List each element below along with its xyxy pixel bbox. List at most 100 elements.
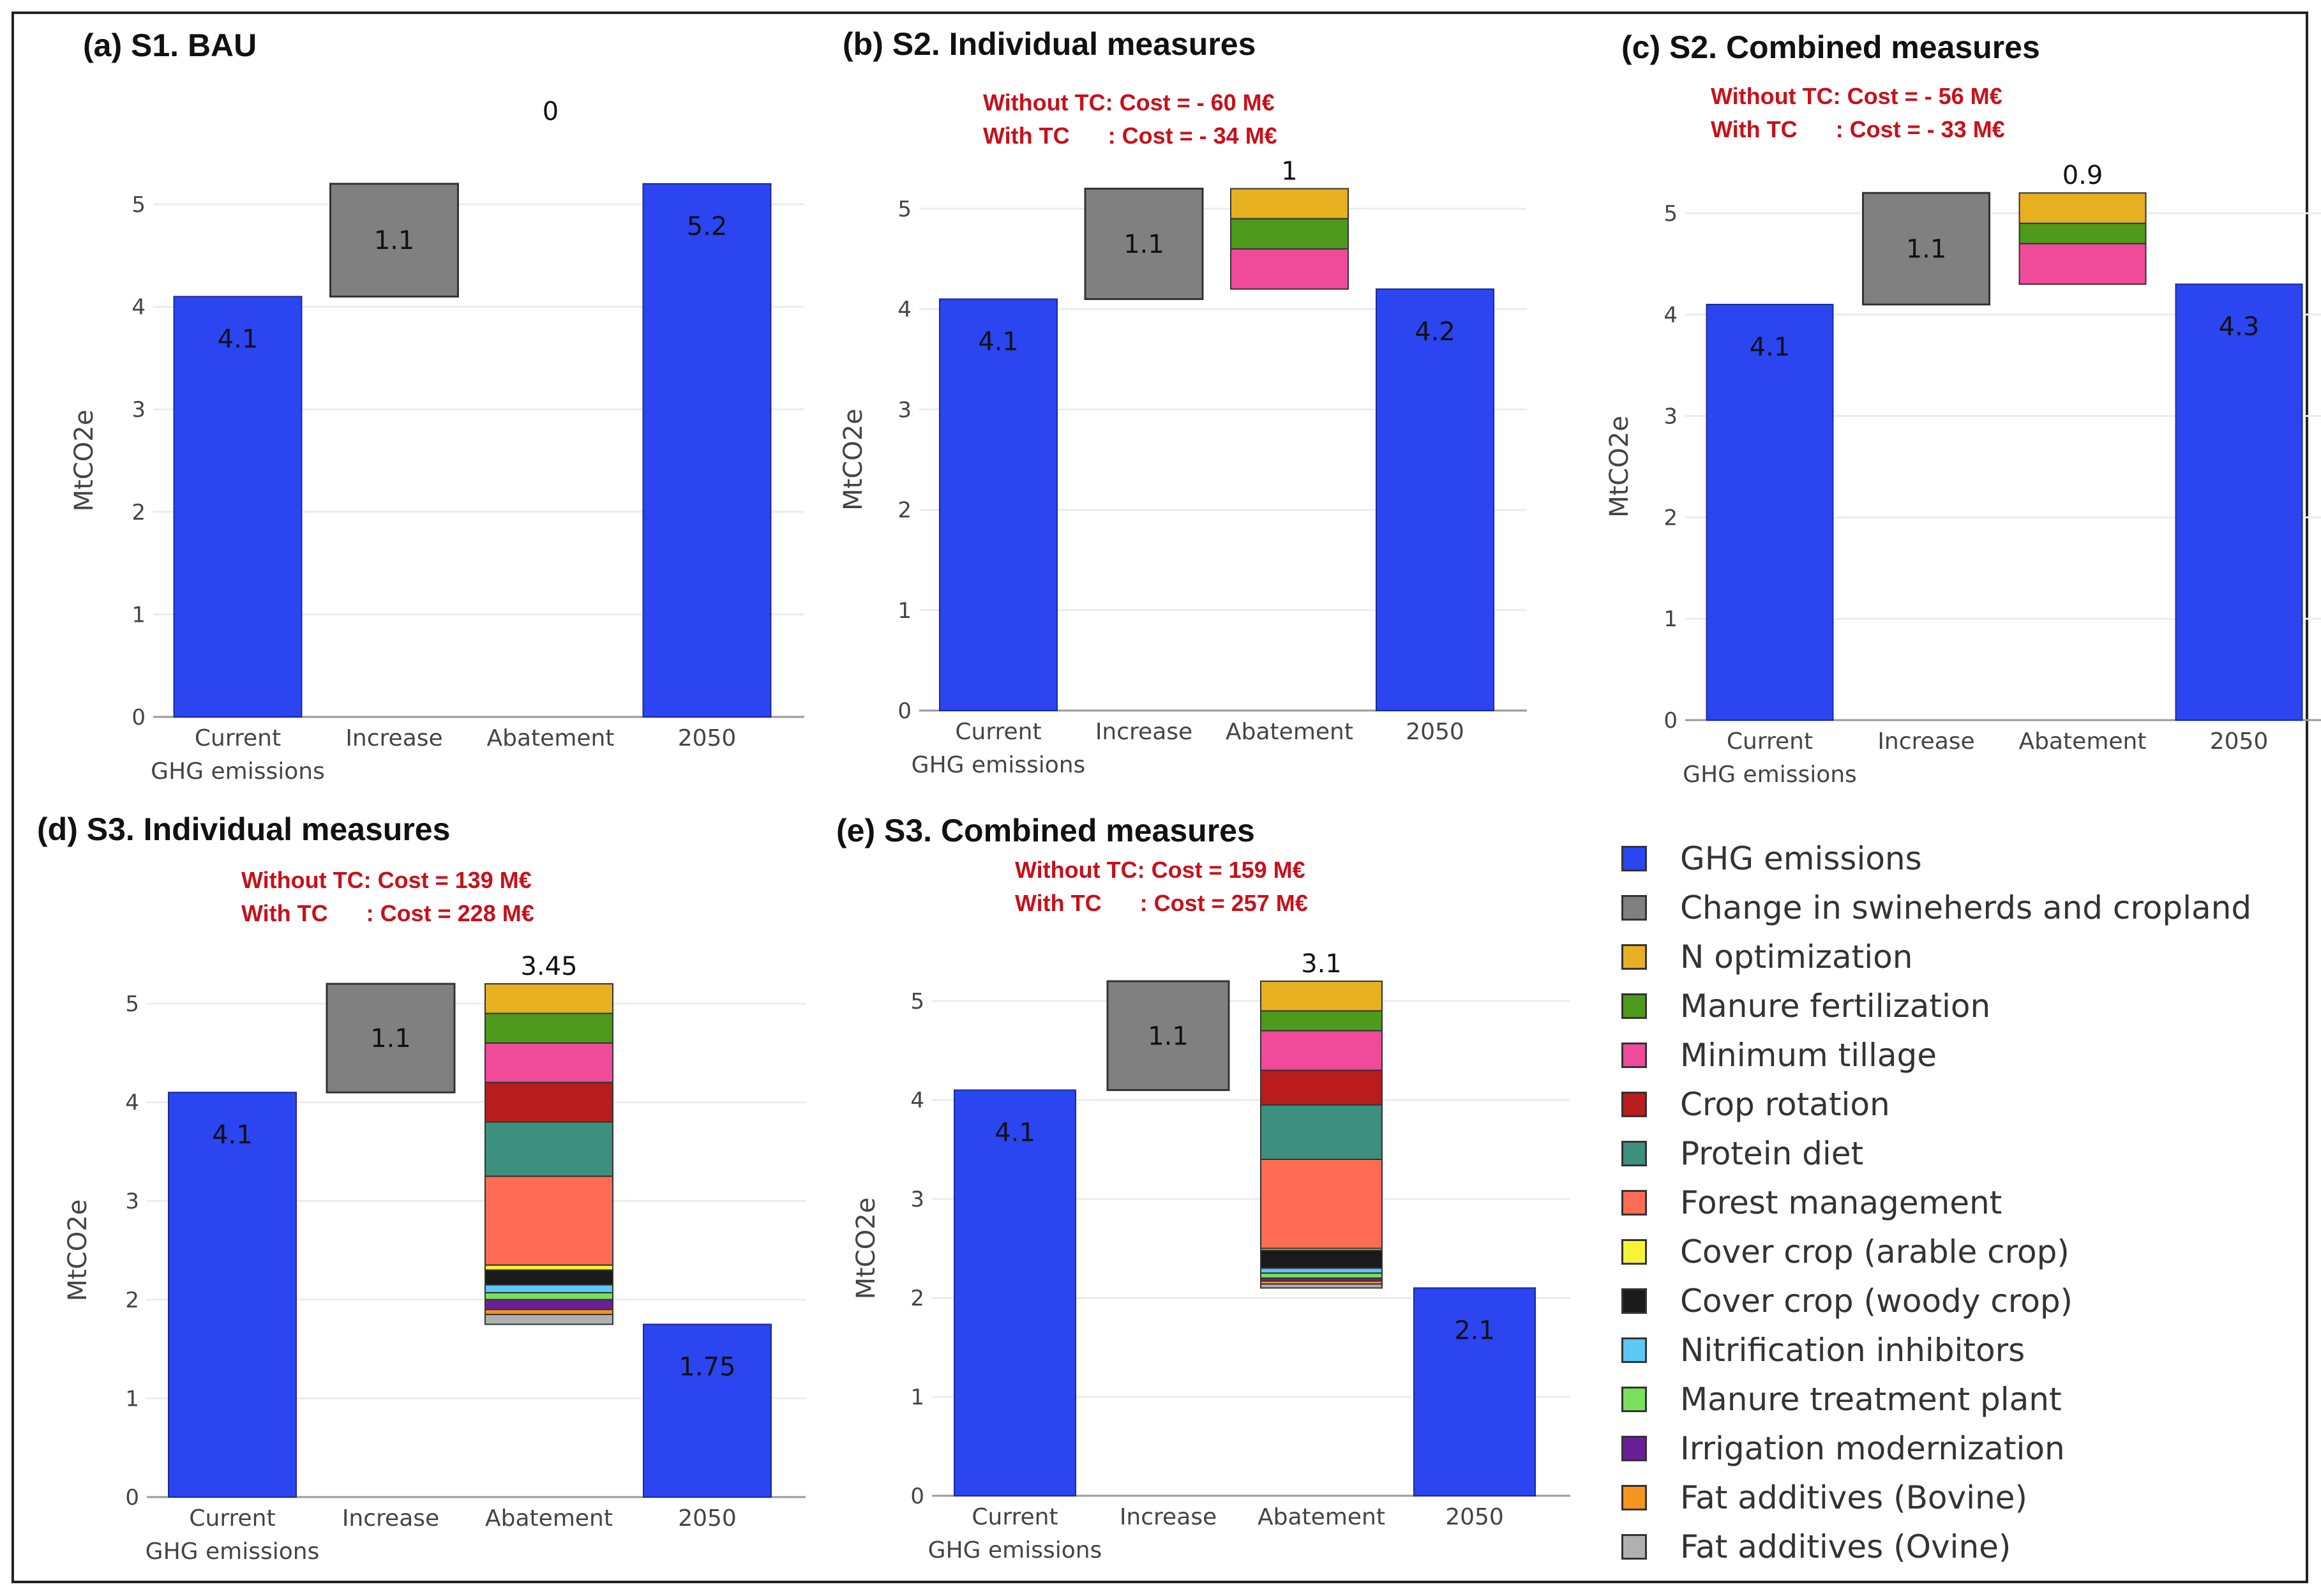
bar-2050 bbox=[1413, 1287, 1536, 1496]
abatement-segment bbox=[1260, 1272, 1383, 1279]
legend-label: Change in swineherds and cropland bbox=[1680, 889, 2252, 926]
x-tick-label: Current bbox=[195, 725, 281, 751]
bar-label-abatement: 0 bbox=[543, 97, 559, 126]
panel-title: (c) S2. Combined measures bbox=[1621, 29, 2040, 65]
y-tick-label: 3 bbox=[910, 1187, 924, 1212]
bar-current bbox=[1706, 303, 1834, 721]
panel-e: (e) S3. Combined measures Without TC: Co… bbox=[785, 798, 1570, 1583]
legend-swatch bbox=[1621, 1043, 1647, 1068]
x-tick-label: Abatement bbox=[485, 1505, 613, 1532]
abatement-segment bbox=[1260, 1283, 1383, 1289]
y-tick-label: 5 bbox=[910, 989, 924, 1014]
abatement-segment bbox=[1230, 248, 1349, 290]
cost-without-tc: Without TC: Cost = - 56 M€ bbox=[1711, 83, 2002, 109]
y-tick-label: 5 bbox=[125, 991, 139, 1017]
x-tick-label: 2050 bbox=[1445, 1504, 1504, 1530]
y-tick-label: 2 bbox=[131, 500, 146, 525]
legend-swatch bbox=[1621, 1092, 1647, 1117]
legend-item: Crop rotation bbox=[1621, 1082, 1890, 1127]
panel-d: (d) S3. Individual measures Without TC: … bbox=[0, 798, 806, 1583]
legend-item: Forest management bbox=[1621, 1180, 2002, 1225]
x-tick-label: GHG emissions bbox=[146, 1539, 320, 1565]
bar-label-2050: 5.2 bbox=[687, 212, 728, 241]
abatement-segment bbox=[484, 1299, 613, 1311]
x-tick-label: Abatement bbox=[2019, 728, 2147, 755]
y-tick-label: 3 bbox=[1664, 404, 1678, 430]
legend-label: Manure treatment plant bbox=[1680, 1381, 2062, 1418]
chart-c: 0 1 2 3 4 5 MtCO2e Current GHG emissions Increase… bbox=[1605, 161, 2321, 788]
y-tick-label: 5 bbox=[1664, 201, 1678, 227]
legend-swatch bbox=[1621, 1239, 1647, 1265]
bar-label-abatement: 3.45 bbox=[520, 952, 577, 981]
figure-frame bbox=[11, 11, 2308, 1583]
y-tick-label: 4 bbox=[125, 1090, 139, 1116]
legend-label: Cover crop (arable crop) bbox=[1680, 1233, 2069, 1270]
bar-label-increase: 1.1 bbox=[1123, 230, 1164, 259]
legend-swatch bbox=[1621, 1534, 1647, 1560]
bar-increase bbox=[1106, 980, 1230, 1091]
bar-2050 bbox=[2175, 283, 2303, 721]
legend-swatch bbox=[1621, 1485, 1647, 1510]
legend-item: Change in swineherds and cropland bbox=[1621, 885, 2251, 930]
panel-b: (b) S2. Individual measures Without TC: … bbox=[772, 0, 1538, 817]
y-tick-label: 2 bbox=[1664, 505, 1678, 531]
x-tick-label: Increase bbox=[1877, 728, 1974, 755]
panel-title: (e) S3. Combined measures bbox=[836, 813, 1255, 848]
bar-2050 bbox=[642, 183, 772, 718]
abatement-segment bbox=[1260, 1249, 1383, 1269]
bar-label-abatement: 1 bbox=[1281, 157, 1297, 186]
legend-label: GHG emissions bbox=[1680, 840, 1922, 877]
x-tick-label: GHG emissions bbox=[912, 752, 1086, 778]
legend-label: Cover crop (woody crop) bbox=[1680, 1283, 2073, 1320]
y-tick-label: 3 bbox=[131, 397, 146, 423]
legend-label: Forest management bbox=[1680, 1184, 2002, 1221]
legend-label: Minimum tillage bbox=[1680, 1037, 1937, 1074]
abatement-segment bbox=[484, 1013, 613, 1044]
y-tick-label: 5 bbox=[131, 192, 146, 218]
abatement-segment bbox=[1260, 1030, 1383, 1071]
bar-label-2050: 4.3 bbox=[2219, 312, 2260, 342]
abatement-segment bbox=[484, 1269, 613, 1286]
legend-swatch bbox=[1621, 1141, 1647, 1166]
abatement-segment bbox=[484, 1291, 613, 1300]
y-tick-label: 2 bbox=[898, 498, 912, 523]
bar-increase bbox=[326, 982, 456, 1094]
bar-label-current: 4.1 bbox=[978, 327, 1019, 356]
cost-with-tc: With TC : Cost = 228 M€ bbox=[241, 900, 534, 926]
legend-label: Fat additives (Bovine) bbox=[1680, 1479, 2027, 1516]
y-axis-label: MtCO2e bbox=[63, 1200, 93, 1302]
legend-item: Cover crop (woody crop) bbox=[1621, 1279, 2073, 1323]
abatement-segment bbox=[1230, 188, 1349, 220]
x-tick-label: GHG emissions bbox=[928, 1537, 1102, 1563]
y-tick-label: 1 bbox=[898, 598, 912, 624]
bar-label-2050: 1.75 bbox=[679, 1352, 735, 1381]
legend-item: Cover crop (arable crop) bbox=[1621, 1230, 2069, 1274]
abatement-segment bbox=[1260, 1267, 1383, 1274]
y-axis-label: MtCO2e bbox=[839, 409, 868, 511]
x-tick-label: Current bbox=[1727, 728, 1813, 755]
x-tick-label: 2050 bbox=[678, 725, 737, 751]
cost-with-tc: With TC : Cost = 257 M€ bbox=[1015, 890, 1308, 916]
x-tick-label: GHG emissions bbox=[1683, 762, 1857, 788]
panel-title: (d) S3. Individual measures bbox=[37, 811, 451, 847]
legend-swatch bbox=[1621, 1337, 1647, 1363]
x-tick-label: GHG emissions bbox=[151, 758, 325, 785]
abatement-segment bbox=[484, 1042, 613, 1083]
bar-label-increase: 1.1 bbox=[374, 226, 415, 255]
bar-label-current: 4.1 bbox=[1750, 333, 1791, 362]
legend-item: Manure fertilization bbox=[1621, 984, 1990, 1028]
legend-item: Fat additives (Bovine) bbox=[1621, 1475, 2027, 1520]
y-tick-label: 3 bbox=[125, 1189, 139, 1214]
bar-increase bbox=[1084, 188, 1204, 300]
y-axis-label: MtCO2e bbox=[852, 1198, 881, 1300]
legend-item: Irrigation modernization bbox=[1621, 1426, 2065, 1471]
bar-label-increase: 1.1 bbox=[1906, 235, 1947, 264]
legend-item: Minimum tillage bbox=[1621, 1033, 1937, 1078]
abatement-segment bbox=[484, 1081, 613, 1123]
cost-without-tc: Without TC: Cost = - 60 M€ bbox=[983, 89, 1275, 116]
y-tick-label: 0 bbox=[910, 1484, 924, 1509]
cost-with-tc: With TC : Cost = - 33 M€ bbox=[1711, 116, 2005, 142]
bar-label-current: 4.1 bbox=[995, 1118, 1035, 1148]
legend-label: Irrigation modernization bbox=[1680, 1430, 2065, 1467]
abatement-segment bbox=[2018, 192, 2147, 224]
